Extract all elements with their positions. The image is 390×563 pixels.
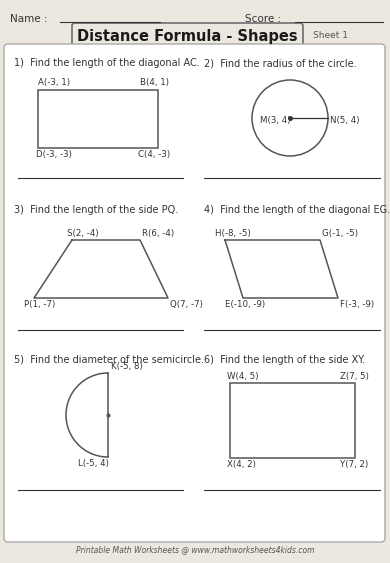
Text: L(-5, 4): L(-5, 4) [78,459,109,468]
Text: 2)  Find the radius of the circle.: 2) Find the radius of the circle. [204,58,356,68]
Text: N(5, 4): N(5, 4) [330,115,360,124]
Text: Name :: Name : [10,14,48,24]
Text: A(-3, 1): A(-3, 1) [38,78,70,87]
Text: 3)  Find the length of the side PQ.: 3) Find the length of the side PQ. [14,205,178,215]
Text: Sheet 1: Sheet 1 [313,32,348,41]
Text: G(-1, -5): G(-1, -5) [322,229,358,238]
Text: Distance Formula - Shapes: Distance Formula - Shapes [77,29,297,43]
Text: X(4, 2): X(4, 2) [227,460,256,469]
Text: M(3, 4): M(3, 4) [260,115,291,124]
Text: Printable Math Worksheets @ www.mathworksheets4kids.com: Printable Math Worksheets @ www.mathwork… [76,546,314,555]
Text: K(-5, 8): K(-5, 8) [111,362,143,371]
Text: R(6, -4): R(6, -4) [142,229,174,238]
Text: 4)  Find the length of the diagonal EG.: 4) Find the length of the diagonal EG. [204,205,390,215]
Text: Y(7, 2): Y(7, 2) [340,460,368,469]
Text: F(-3, -9): F(-3, -9) [340,300,374,309]
Text: Z(7, 5): Z(7, 5) [340,372,369,381]
Text: S(2, -4): S(2, -4) [67,229,99,238]
Text: W(4, 5): W(4, 5) [227,372,259,381]
Text: C(4, -3): C(4, -3) [138,150,170,159]
Text: 5)  Find the diameter of the semicircle.: 5) Find the diameter of the semicircle. [14,355,204,365]
Text: D(-3, -3): D(-3, -3) [36,150,72,159]
Text: 1)  Find the length of the diagonal AC.: 1) Find the length of the diagonal AC. [14,58,200,68]
Bar [230,383,355,458]
Text: Score :: Score : [245,14,281,24]
FancyBboxPatch shape [4,44,385,542]
Text: P(1, -7): P(1, -7) [24,300,55,309]
FancyBboxPatch shape [72,23,303,49]
Text: Q(7, -7): Q(7, -7) [170,300,203,309]
Circle shape [252,80,328,156]
Text: 6)  Find the length of the side XY.: 6) Find the length of the side XY. [204,355,365,365]
Bar [38,90,158,148]
Text: B(4, 1): B(4, 1) [140,78,169,87]
Text: H(-8, -5): H(-8, -5) [215,229,251,238]
Text: E(-10, -9): E(-10, -9) [225,300,265,309]
